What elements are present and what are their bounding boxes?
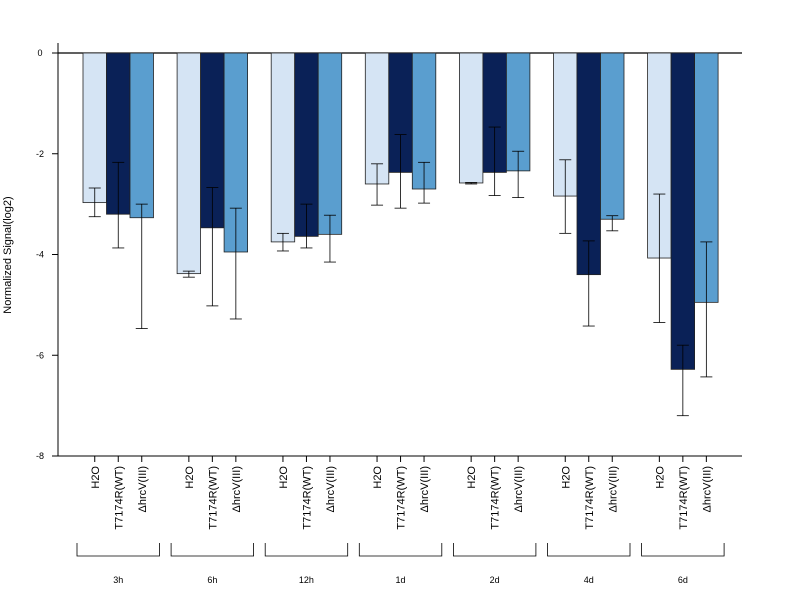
group-label: 6d [678, 575, 688, 585]
category-label: H2O [654, 466, 666, 489]
category-label: ΔhrcV(III) [701, 466, 713, 512]
y-tick-label: -4 [36, 250, 44, 260]
category-label: H2O [372, 466, 384, 489]
category-label: H2O [560, 466, 572, 489]
category-label: ΔhrcV(III) [513, 466, 525, 512]
category-label: H2O [184, 466, 196, 489]
y-tick-label: -2 [36, 149, 44, 159]
category-label: H2O [278, 466, 290, 489]
category-label: T7174R(WT) [490, 466, 502, 530]
y-tick-label: -8 [36, 451, 44, 461]
group-label: 12h [299, 575, 314, 585]
category-label: ΔhrcV(III) [419, 466, 431, 512]
category-label: T7174R(WT) [113, 466, 125, 530]
group-bracket [358, 543, 443, 557]
category-label: T7174R(WT) [584, 466, 596, 530]
group-bracket [641, 543, 725, 557]
group-bracket [264, 543, 349, 557]
bar [317, 52, 343, 235]
group-bracket [170, 543, 254, 557]
bar [82, 52, 107, 204]
bar [176, 52, 202, 275]
bar [458, 52, 484, 184]
y-tick-label: 0 [37, 48, 42, 58]
category-label: ΔhrcV(III) [137, 466, 149, 512]
group-label: 4d [584, 575, 594, 585]
bar [670, 52, 695, 370]
group-label: 3h [113, 575, 123, 585]
category-label: ΔhrcV(III) [231, 466, 243, 512]
category-label: T7174R(WT) [678, 466, 690, 530]
category-label: H2O [466, 466, 478, 489]
group-bracket [547, 543, 631, 557]
category-label: ΔhrcV(III) [607, 466, 619, 512]
error-bars [88, 126, 713, 417]
category-labels: H2O T7174R(WT) ΔhrcV(III) H2O T7174R(WT) Δhrc… [90, 456, 713, 530]
bar [600, 52, 625, 220]
bar [270, 52, 296, 243]
category-label: T7174R(WT) [207, 466, 219, 530]
y-axis-label: Normalized Signal(log2) [2, 196, 14, 313]
group-label: 2d [490, 575, 500, 585]
group-labels: 3h 6h 12h 1d 2d 4d 6d [76, 543, 725, 585]
category-label: T7174R(WT) [301, 466, 313, 530]
bars [82, 52, 719, 370]
group-label: 6h [207, 575, 217, 585]
group-bracket [76, 543, 160, 557]
category-label: T7174R(WT) [396, 466, 408, 530]
y-axis: 0 -2 -4 -6 -8 [36, 43, 59, 461]
group-label: 1d [396, 575, 406, 585]
group-bracket [453, 543, 537, 557]
category-label: H2O [90, 466, 102, 489]
category-label: ΔhrcV(III) [325, 466, 337, 512]
bar [129, 52, 154, 219]
y-tick-label: -6 [36, 350, 44, 360]
